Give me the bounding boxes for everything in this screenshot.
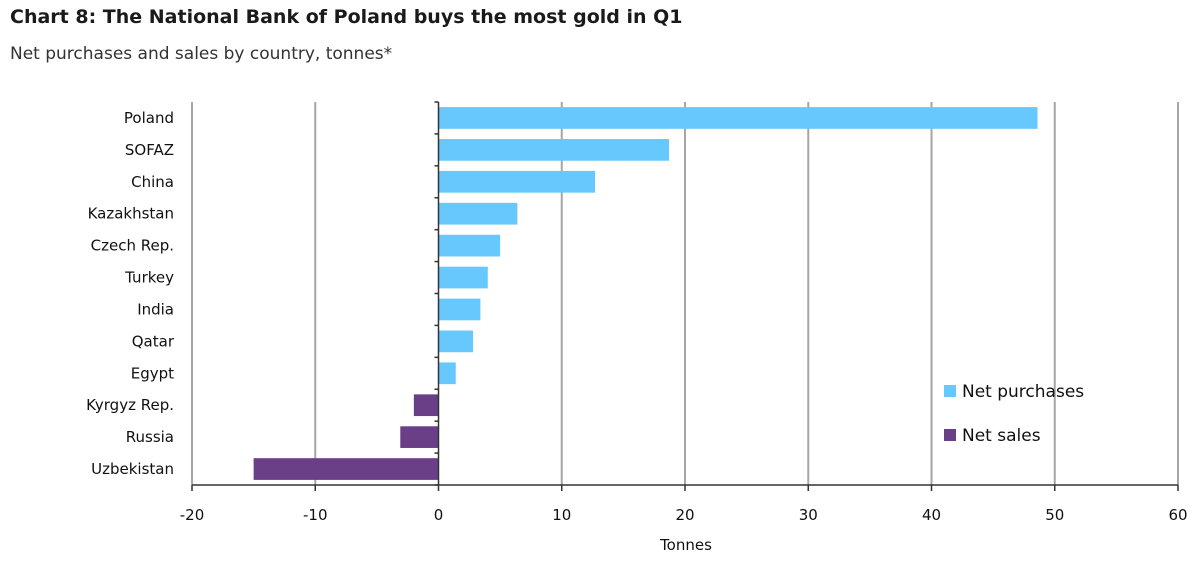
- category-label: SOFAZ: [125, 141, 174, 159]
- bar-india: [438, 298, 481, 321]
- category-label: Egypt: [131, 364, 174, 382]
- category-label: India: [137, 300, 174, 318]
- x-tick-labels: -20 -10 0 10 20 30 40 50 60: [180, 506, 1188, 524]
- category-label: Turkey: [124, 269, 174, 287]
- legend-label: Net purchases: [962, 382, 1084, 402]
- category-label: Qatar: [132, 332, 175, 350]
- x-tick-label: -10: [303, 506, 328, 524]
- category-label: Poland: [124, 109, 174, 127]
- category-label: China: [131, 173, 174, 191]
- bar-russia: [400, 426, 439, 448]
- bar-uzbekistan: [253, 458, 439, 480]
- axes: [191, 101, 1179, 491]
- legend-label: Net sales: [962, 426, 1041, 446]
- bar-kyrgyz-rep: [413, 394, 439, 417]
- x-tick-label: 60: [1168, 506, 1187, 524]
- legend: Net purchases Net sales: [944, 382, 1084, 446]
- x-tick-label: 40: [922, 506, 941, 524]
- category-label: Czech Rep.: [91, 237, 174, 255]
- chart-subtitle: Net purchases and sales by country, tonn…: [10, 44, 393, 64]
- bar-czech-rep: [438, 234, 501, 257]
- category-label: Kyrgyz Rep.: [86, 396, 174, 414]
- x-tick-label: 20: [675, 506, 694, 524]
- bar-qatar: [438, 330, 474, 353]
- legend-swatch: [944, 429, 956, 441]
- bar-kazakhstan: [438, 202, 518, 225]
- legend-swatch: [944, 385, 956, 397]
- bar-turkey: [438, 266, 488, 289]
- category-label: Kazakhstan: [88, 205, 174, 223]
- bar-china: [438, 170, 596, 193]
- category-labels: Poland SOFAZ China Kazakhstan Czech Rep. Turk…: [86, 109, 175, 478]
- bar-poland: [438, 107, 1038, 129]
- category-label: Uzbekistan: [91, 460, 174, 478]
- bars: [253, 107, 1038, 480]
- bar-egypt: [438, 362, 456, 385]
- x-tick-label: 30: [799, 506, 818, 524]
- grid-lines: [191, 102, 1179, 485]
- x-tick-label: 50: [1045, 506, 1064, 524]
- bar-sofaz: [438, 139, 669, 161]
- chart-title: Chart 8: The National Bank of Poland buy…: [10, 6, 683, 28]
- x-axis-title: Tonnes: [659, 536, 712, 554]
- x-tick-label: -20: [180, 506, 205, 524]
- x-tick-label: 10: [552, 506, 571, 524]
- category-label: Russia: [126, 428, 174, 446]
- x-tick-label: 0: [434, 506, 444, 524]
